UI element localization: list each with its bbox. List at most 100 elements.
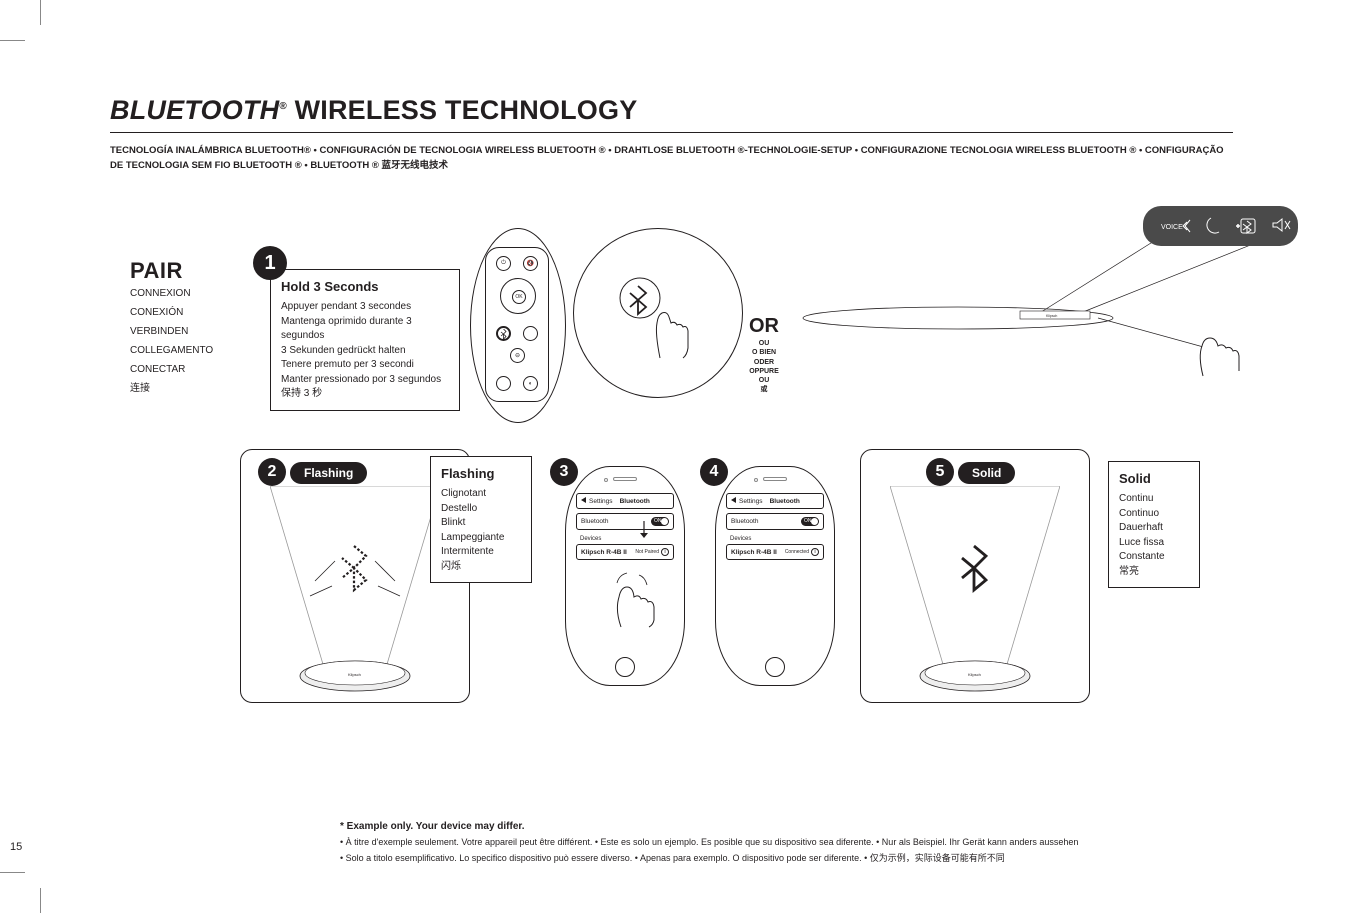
pair-item: CONECTAR: [130, 360, 250, 379]
callout-line: Appuyer pendant 3 secondes: [281, 300, 449, 315]
crop-mark: [0, 40, 25, 41]
crop-mark: [40, 0, 41, 25]
device-row: Klipsch R-4B II Connected i: [726, 544, 824, 560]
callout-line: Tenere premuto per 3 secondi: [281, 358, 449, 373]
callout-line: 闪烁: [441, 560, 521, 575]
footnote: * Example only. Your device may differ. …: [340, 818, 1233, 866]
info-icon: i: [661, 548, 669, 556]
phone-camera: [604, 478, 608, 482]
callout-line: Dauerhaft: [1119, 521, 1189, 536]
crop-mark: [0, 872, 25, 873]
back-icon: [581, 497, 586, 503]
callout-line: Continu: [1119, 492, 1189, 507]
phone-screen: Settings Bluetooth Bluetooth ON Devices …: [576, 493, 674, 649]
speaker-solid-illustration: Klipsch: [890, 486, 1060, 699]
remote-button: [496, 376, 511, 391]
remote-control: ⏻ 🔇 OK ⊖ ◐: [485, 247, 549, 402]
settings-row: Settings Bluetooth: [576, 493, 674, 509]
remote-button: [523, 326, 538, 341]
remote-button: ⊖: [510, 348, 525, 363]
bt-press-illustration: [615, 273, 695, 363]
info-icon: i: [811, 548, 819, 556]
devices-label: Devices: [726, 534, 824, 544]
callout-line: Lampeggiante: [441, 531, 521, 546]
pair-item: CONEXIÓN: [130, 303, 250, 322]
device-name: Klipsch R-4B II: [581, 549, 627, 556]
callout-line: Mantenga oprimido durante 3 segundos: [281, 315, 449, 344]
flashing-callout: Flashing Clignotant Destello Blinkt Lamp…: [430, 456, 532, 583]
pair-item: COLLEGAMENTO: [130, 341, 250, 360]
pair-item: CONNEXION: [130, 284, 250, 303]
or-line: OU: [742, 339, 786, 348]
callout-line: 3 Sekunden gedrückt halten: [281, 344, 449, 359]
svg-text:Klipsch: Klipsch: [348, 672, 361, 677]
solid-callout: Solid Continu Continuo Dauerhaft Luce fi…: [1108, 461, 1200, 588]
callout-line: Destello: [441, 502, 521, 517]
callout-line: 保持 3 秒: [281, 387, 449, 402]
bluetooth-toggle-row: Bluetooth ON: [726, 513, 824, 530]
pair-item: VERBINDEN: [130, 322, 250, 341]
pair-translations: CONNEXION CONEXIÓN VERBINDEN COLLEGAMENT…: [130, 284, 250, 398]
settings-label: Settings: [739, 498, 763, 505]
or-line: O BIEN: [742, 348, 786, 357]
or-line: ODER: [742, 358, 786, 367]
footnote-line: • À titre d'exemple seulement. Votre app…: [340, 835, 1233, 850]
remote-button: 🔇: [523, 256, 538, 271]
phone-camera: [754, 478, 758, 482]
bluetooth-label: Bluetooth: [731, 518, 758, 525]
devices-label: Devices: [576, 534, 674, 544]
title-reg: ®: [279, 101, 287, 112]
finger-tap-illustration: [611, 565, 666, 630]
or-label: OR: [742, 313, 786, 339]
callout-line: 常亮: [1119, 565, 1189, 580]
footnote-line: • Solo a titolo esemplificativo. Lo spec…: [340, 851, 1233, 866]
phone-speaker: [763, 477, 787, 481]
soundbar-illustration: Klipsch VOICE: [798, 206, 1298, 381]
device-status: Not Paired: [635, 549, 659, 555]
klipsch-label: Klipsch: [1046, 314, 1057, 318]
bluetooth-toggle-row: Bluetooth ON: [576, 513, 674, 530]
title-bluetooth: BLUETOOTH: [110, 95, 279, 125]
pair-heading: PAIR: [130, 258, 250, 284]
soundbar-svg: Klipsch VOICE: [798, 206, 1298, 381]
phone-home-button: [765, 657, 785, 677]
remote-button: ◐: [523, 376, 538, 391]
page-content: BLUETOOTH® WIRELESS TECHNOLOGY TECNOLOGÍ…: [110, 95, 1233, 823]
phone-screen: Settings Bluetooth Bluetooth ON Devices …: [726, 493, 824, 649]
bluetooth-heading: Bluetooth: [770, 498, 800, 505]
toggle-on: ON: [651, 517, 669, 526]
arrow-down-icon: [638, 521, 650, 539]
step-4-badge: 4: [700, 458, 728, 486]
callout-line: Manter pressionado por 3 segundos: [281, 373, 449, 388]
device-row: Klipsch R-4B II Not Paired i: [576, 544, 674, 560]
settings-row: Settings Bluetooth: [726, 493, 824, 509]
callout-line: Luce fissa: [1119, 536, 1189, 551]
device-name: Klipsch R-4B II: [731, 549, 777, 556]
pair-item: 连接: [130, 379, 250, 398]
remote-bt-button: [496, 326, 511, 341]
bluetooth-label: Bluetooth: [581, 518, 608, 525]
callout-line: Clignotant: [441, 487, 521, 502]
title-rest: WIRELESS TECHNOLOGY: [287, 95, 638, 125]
callout-line: Blinkt: [441, 516, 521, 531]
hold-3-seconds-callout: Hold 3 Seconds Appuyer pendant 3 seconde…: [270, 269, 460, 410]
callout-line: Constante: [1119, 550, 1189, 565]
speaker-flashing-illustration: Klipsch: [270, 486, 440, 699]
title-rule: [110, 132, 1233, 133]
pair-column: PAIR CONNEXION CONEXIÓN VERBINDEN COLLEG…: [130, 258, 250, 398]
bluetooth-icon: [500, 329, 508, 339]
voice-label: VOICE: [1161, 224, 1183, 231]
settings-label: Settings: [589, 498, 613, 505]
callout-head: Hold 3 Seconds: [281, 278, 449, 297]
crop-mark: [40, 888, 41, 913]
remote-ok: OK: [512, 290, 526, 304]
remote-dpad: OK: [500, 278, 536, 314]
callout-head: Flashing: [441, 465, 521, 484]
remote-button: ⏻: [496, 256, 511, 271]
diagram-area: PAIR CONNEXION CONEXIÓN VERBINDEN COLLEG…: [110, 203, 1233, 703]
or-column: OR OU O BIEN ODER OPPURE OU 或: [742, 313, 786, 394]
svg-text:Klipsch: Klipsch: [968, 672, 981, 677]
phone-home-button: [615, 657, 635, 677]
callout-head: Solid: [1119, 470, 1189, 489]
or-line: 或: [742, 385, 786, 394]
